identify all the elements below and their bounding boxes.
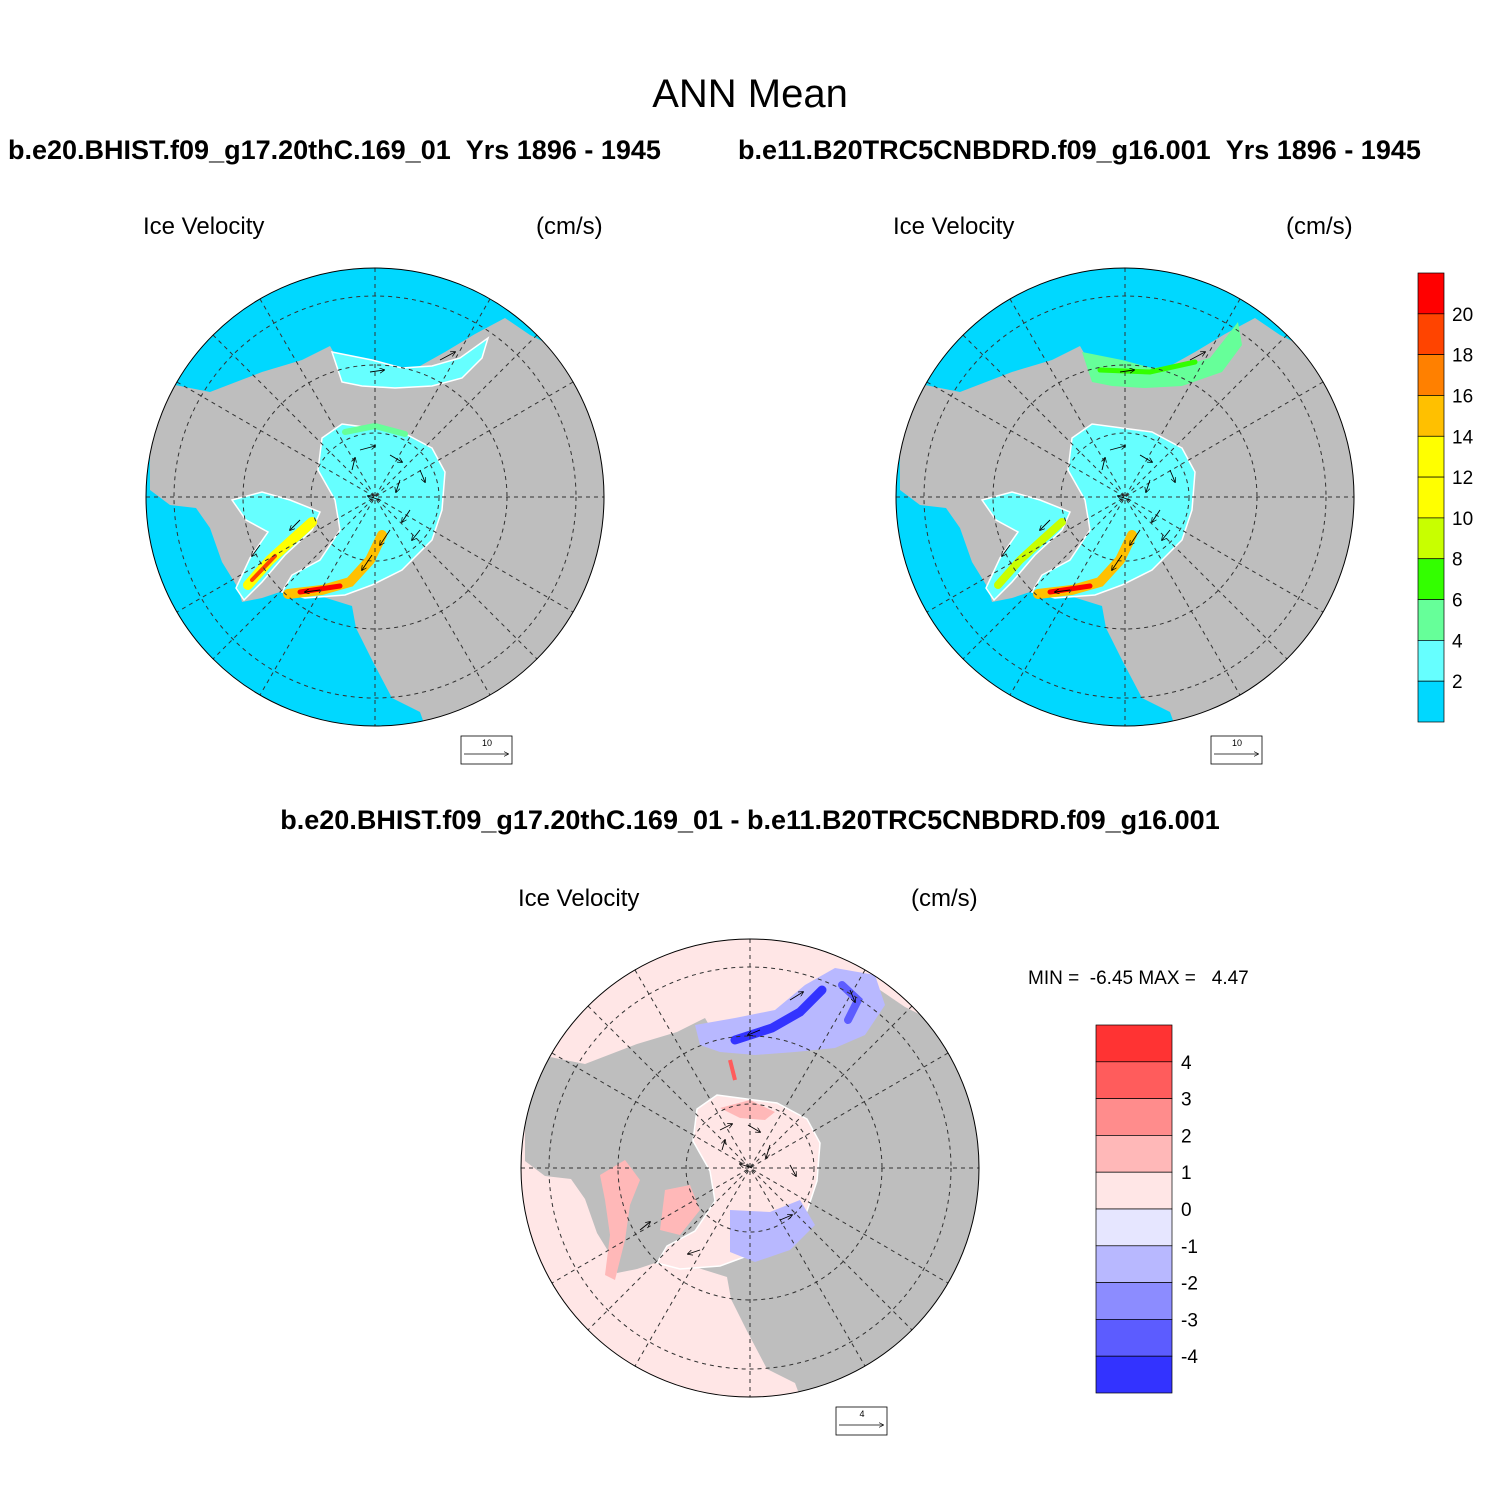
positive-anomaly-baffin (600, 1160, 640, 1280)
main-title: ANN Mean (652, 72, 848, 116)
colorbar-diff-swatch (1095, 1061, 1173, 1099)
map-3-outline (520, 938, 980, 1398)
panel-1-units: (cm/s) (536, 213, 603, 240)
ref-vector-2: 10 (1210, 735, 1263, 765)
map-panel-1 (146, 268, 604, 726)
map-1-outline (145, 267, 605, 727)
diff-min-max: MIN = -6.45 MAX = 4.47 (1028, 968, 1249, 990)
positive-anomaly-bering (728, 1059, 737, 1081)
min-value: -6.45 (1089, 968, 1134, 989)
positive-anomaly-hudson (660, 1185, 700, 1235)
panel-2-variable: Ice Velocity (893, 213, 1015, 240)
colorbar-main-tick-label: 14 (1452, 427, 1474, 448)
strong-negative-streak (730, 985, 827, 1045)
map-3-grid (521, 939, 979, 1397)
colorbar-main-swatch (1417, 313, 1445, 355)
colorbar-diff-swatch (1095, 1282, 1173, 1320)
colorbar-diff-swatch (1095, 1024, 1173, 1063)
colorbar-main-swatch (1417, 476, 1445, 519)
panel-1-years: Yrs 1896 - 1945 (465, 135, 661, 165)
ref-vector-3-label: 4 (859, 1409, 864, 1419)
negative-anomaly-barents (730, 1200, 815, 1262)
panel-1-case: b.e20.BHIST.f09_g17.20thC.169_01 (8, 135, 451, 165)
colorbar-main-tick-label: 16 (1452, 386, 1473, 407)
ref-vector-2-label: 10 (1232, 738, 1242, 748)
map-1-vectors (252, 352, 455, 592)
colorbar-main-tick-label: 2 (1452, 672, 1463, 693)
colorbar-main-tick-label: 12 (1452, 468, 1473, 489)
panel-2-title: b.e11.B20TRC5CNBDRD.f09_g16.001 Yrs 1896… (738, 135, 1421, 166)
diff-title: b.e20.BHIST.f09_g17.20thC.169_01 - b.e11… (280, 805, 1220, 835)
colorbar-diff-tick-label: 0 (1181, 1200, 1192, 1221)
panel-1-variable: Ice Velocity (143, 213, 265, 240)
map-panel-2 (896, 268, 1354, 726)
max-label: MAX = (1138, 968, 1196, 989)
colorbar-main-tick-label: 6 (1452, 591, 1463, 612)
fast-ice-streak-1 (994, 518, 1066, 589)
map-3-vectors (639, 989, 855, 1254)
colorbar-diff-swatch (1095, 1355, 1173, 1394)
colorbar-main-tick-label: 10 (1452, 509, 1473, 530)
colorbar-diff-swatch (1095, 1098, 1173, 1136)
colorbar-main: 20 18 16 14 12 10 8 6 4 2 (1417, 272, 1474, 723)
colorbar-diff-tick-label: -4 (1181, 1347, 1198, 1368)
strong-negative-streak-2 (838, 981, 863, 1024)
colorbar-diff: 4 3 2 1 0 -1 -2 -3 -4 (1095, 1024, 1198, 1394)
diff-units: (cm/s) (911, 885, 978, 912)
colorbar-diff-swatch (1095, 1135, 1173, 1173)
colorbar-main-tick-label: 20 (1452, 305, 1473, 326)
colorbar-main-tick-label: 4 (1452, 631, 1463, 652)
colorbar-diff-swatch (1095, 1171, 1173, 1210)
panel-2-units: (cm/s) (1286, 213, 1353, 240)
fast-ice-streak-3 (1097, 359, 1198, 375)
min-label: MIN = (1028, 968, 1080, 989)
fast-ice-streak-3 (342, 422, 408, 437)
panel-1-title: b.e20.BHIST.f09_g17.20thC.169_01 Yrs 189… (8, 135, 661, 166)
colorbar-diff-tick-label: -2 (1181, 1274, 1198, 1295)
colorbar-main-tick-label: 8 (1452, 550, 1463, 571)
positive-anomaly-arctic (720, 1100, 775, 1120)
colorbar-main-swatch (1417, 680, 1445, 723)
panel-2-years: Yrs 1896 - 1945 (1225, 135, 1421, 165)
colorbar-diff-tick-label: -3 (1181, 1310, 1198, 1331)
ref-vector-1: 10 (460, 735, 513, 765)
ref-vector-1-label: 10 (482, 738, 492, 748)
map-2-vectors (1002, 352, 1205, 592)
colorbar-main-swatch (1417, 558, 1445, 600)
map-2-grid (896, 268, 1354, 726)
colorbar-main-swatch (1417, 435, 1445, 478)
colorbar-main-swatch (1417, 640, 1445, 682)
map-1-grid (146, 268, 604, 726)
panel-2-case: b.e11.B20TRC5CNBDRD.f09_g16.001 (738, 135, 1211, 165)
diff-variable: Ice Velocity (518, 885, 640, 912)
colorbar-diff-tick-label: 2 (1181, 1126, 1192, 1147)
ref-vector-3: 4 (835, 1406, 888, 1436)
colorbar-diff-tick-label: 4 (1181, 1053, 1192, 1074)
colorbar-main-tick-label: 18 (1452, 346, 1473, 367)
colorbar-main-swatch (1417, 354, 1445, 396)
colorbar-main-swatch (1417, 395, 1445, 437)
colorbar-main-swatch (1417, 599, 1445, 641)
map-2-outline (895, 267, 1355, 727)
colorbar-diff-swatch (1095, 1245, 1173, 1283)
colorbar-diff-swatch (1095, 1319, 1173, 1357)
colorbar-diff-tick-label: 1 (1181, 1163, 1192, 1184)
colorbar-diff-swatch (1095, 1208, 1173, 1247)
colorbar-main-swatch (1417, 517, 1445, 560)
map-panel-diff (521, 939, 979, 1397)
max-value: 4.47 (1211, 968, 1249, 989)
colorbar-main-swatch (1417, 272, 1445, 315)
colorbar-diff-tick-label: 3 (1181, 1090, 1192, 1111)
colorbar-diff-tick-label: -1 (1181, 1237, 1198, 1258)
